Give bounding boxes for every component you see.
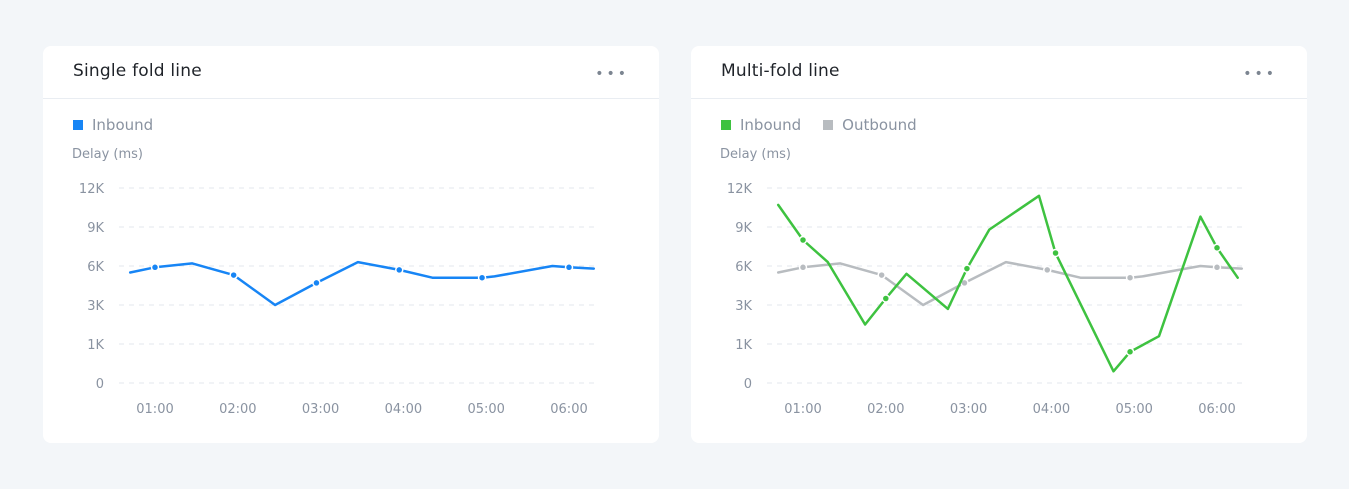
more-options-icon[interactable]: •••	[595, 66, 629, 82]
y-axis-label: Delay (ms)	[720, 147, 791, 162]
y-tick-label: 9K	[735, 221, 752, 236]
data-point[interactable]	[962, 264, 972, 273]
data-point[interactable]	[798, 263, 808, 272]
legend-label: Outbound	[842, 116, 917, 134]
legend-swatch	[73, 120, 83, 130]
data-point[interactable]	[1051, 248, 1060, 258]
chart-card-single: Single fold line ••• Inbound Delay (ms) …	[43, 46, 659, 443]
data-point[interactable]	[1212, 263, 1222, 272]
data-point[interactable]	[395, 265, 404, 275]
series-line-outbound[interactable]	[776, 260, 1244, 307]
data-point[interactable]	[477, 273, 487, 282]
x-tick-label: 05:00	[1115, 402, 1152, 417]
series-line-inbound[interactable]	[776, 194, 1239, 373]
data-point[interactable]	[312, 278, 321, 288]
data-point[interactable]	[564, 263, 574, 272]
data-point[interactable]	[1125, 347, 1135, 357]
data-point[interactable]	[1212, 243, 1222, 253]
data-point[interactable]	[798, 235, 808, 245]
legend-item-outbound[interactable]: Outbound	[823, 116, 917, 134]
y-tick-label: 0	[744, 377, 752, 392]
y-tick-label: 12K	[79, 182, 105, 197]
y-tick-label: 6K	[87, 260, 104, 275]
x-tick-label: 02:00	[867, 402, 904, 417]
data-point[interactable]	[150, 263, 160, 272]
data-point[interactable]	[877, 270, 886, 280]
x-tick-label: 03:00	[950, 402, 987, 417]
y-tick-label: 1K	[87, 338, 104, 353]
legend-item-inbound[interactable]: Inbound	[73, 116, 153, 134]
legend-swatch	[721, 120, 731, 130]
card-title: Single fold line	[73, 61, 202, 81]
card-header: Single fold line •••	[43, 46, 659, 99]
x-tick-label: 02:00	[219, 402, 256, 417]
x-tick-label: 06:00	[1198, 402, 1235, 417]
legend-item-inbound[interactable]: Inbound	[721, 116, 801, 134]
legend: Inbound	[73, 116, 153, 134]
card-title: Multi-fold line	[721, 61, 840, 81]
data-point[interactable]	[1043, 265, 1052, 275]
line-chart-plot: 12K 9K 6K 3K 1K 0 01:00 02:00 03:00 04:00 05:00 06:…	[79, 182, 597, 417]
data-point[interactable]	[881, 294, 891, 303]
x-tick-label: 04:00	[385, 402, 422, 417]
chart-card-multi: Multi-fold line ••• Inbound Outbound Del…	[691, 46, 1307, 443]
line-chart-plot: 12K 9K 6K 3K 1K 0 01:00 02:00 03:00 04:00 05:00 06:…	[727, 182, 1245, 417]
y-tick-label: 3K	[735, 299, 752, 314]
data-point[interactable]	[1125, 273, 1135, 282]
data-point[interactable]	[229, 270, 238, 280]
x-tick-label: 01:00	[784, 402, 821, 417]
y-axis-label: Delay (ms)	[72, 147, 143, 162]
series-line-inbound[interactable]	[128, 260, 596, 307]
x-tick-label: 05:00	[467, 402, 504, 417]
y-tick-label: 1K	[735, 338, 752, 353]
y-tick-label: 9K	[87, 221, 104, 236]
x-tick-label: 06:00	[550, 402, 587, 417]
more-options-icon[interactable]: •••	[1243, 66, 1277, 82]
y-tick-label: 3K	[87, 299, 104, 314]
card-header: Multi-fold line •••	[691, 46, 1307, 99]
y-tick-label: 0	[96, 377, 104, 392]
legend: Inbound Outbound	[721, 116, 917, 134]
legend-label: Inbound	[740, 116, 802, 134]
legend-label: Inbound	[92, 116, 154, 134]
x-tick-label: 03:00	[302, 402, 339, 417]
legend-swatch	[823, 120, 834, 130]
x-tick-label: 01:00	[136, 402, 173, 417]
y-tick-label: 12K	[727, 182, 753, 197]
y-tick-label: 6K	[735, 260, 752, 275]
x-tick-label: 04:00	[1033, 402, 1070, 417]
